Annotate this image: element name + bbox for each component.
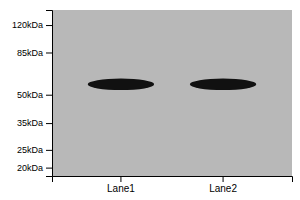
y-tick-label: 35kDa [17, 118, 43, 128]
x-tick: Lane2 [209, 176, 237, 194]
y-tick-label: 20kDa [17, 163, 43, 173]
y-axis: 120kDa 85kDa 50kDa 35kDa 25kDa 20kDa [12, 11, 53, 177]
y-tick-label: 50kDa [17, 90, 43, 100]
y-tick-mark [46, 52, 52, 53]
marks [88, 78, 257, 90]
band [190, 78, 256, 90]
y-tick: 20kDa [17, 163, 52, 173]
y-tick-label: 25kDa [17, 145, 43, 155]
y-tick: 120kDa [12, 20, 52, 30]
x-tick-mark [120, 176, 121, 182]
x-axis: Lane1 Lane2 [53, 176, 293, 194]
y-tick: 50kDa [17, 90, 52, 100]
y-axis-line [46, 11, 53, 177]
y-tick-mark [46, 123, 52, 124]
y-tick-mark [46, 168, 52, 169]
x-tick-mark [223, 176, 224, 182]
x-tick-label: Lane1 [107, 183, 135, 194]
x-tick-label: Lane2 [209, 183, 237, 194]
plot: 120kDa85kDa50kDa35kDa25kDa20kDaLane1Lane… [12, 10, 293, 194]
y-tick: 85kDa [17, 48, 52, 58]
y-tick: 25kDa [17, 145, 52, 155]
y-tick: 35kDa [17, 118, 52, 128]
y-tick-label: 85kDa [17, 48, 43, 58]
plot-background [52, 10, 292, 176]
band [88, 78, 154, 90]
x-axis-line [53, 177, 293, 183]
x-tick: Lane1 [107, 176, 135, 194]
y-tick-mark [46, 25, 52, 26]
chart: 120kDa85kDa50kDa35kDa25kDa20kDaLane1Lane… [0, 0, 300, 200]
y-tick-mark [46, 95, 52, 96]
y-tick-mark [46, 150, 52, 151]
y-tick-label: 120kDa [12, 20, 43, 30]
